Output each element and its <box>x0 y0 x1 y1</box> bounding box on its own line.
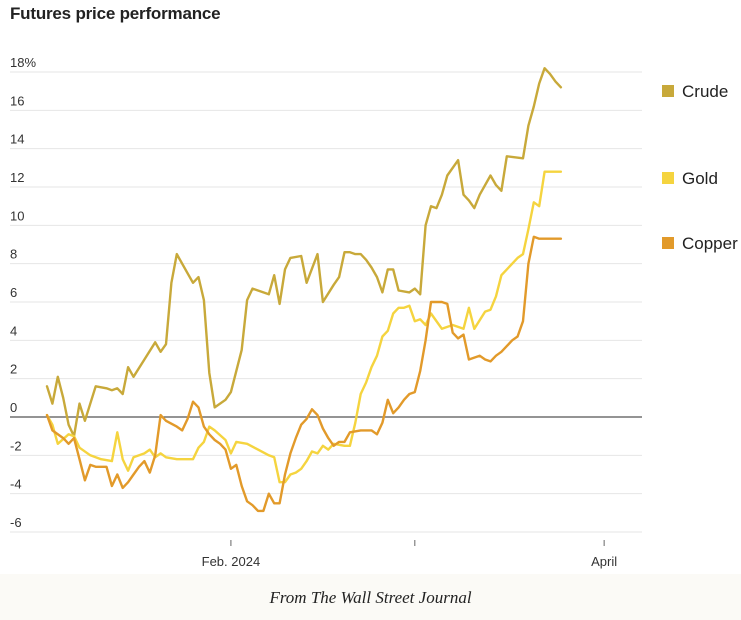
y-tick-label: -6 <box>10 515 22 530</box>
legend-swatch-gold <box>662 172 674 184</box>
y-tick-label: 18% <box>10 55 36 70</box>
legend: Crude Gold Copper <box>662 82 738 253</box>
legend-label-gold: Gold <box>682 169 718 188</box>
y-tick-label: 0 <box>10 400 17 415</box>
y-tick-label: 10 <box>10 208 24 223</box>
y-tick-label: 4 <box>10 323 17 338</box>
legend-swatch-copper <box>662 237 674 249</box>
y-axis-ticks: 18% 16 14 12 10 8 6 4 2 0 -2 -4 -6 <box>10 55 36 530</box>
y-tick-label: 16 <box>10 93 24 108</box>
legend-swatch-crude <box>662 85 674 97</box>
y-tick-label: -2 <box>10 438 22 453</box>
x-tick-label: April <box>591 554 617 569</box>
legend-label-copper: Copper <box>682 234 738 253</box>
x-tick-label: Feb. 2024 <box>202 554 261 569</box>
y-tick-label: -4 <box>10 477 22 492</box>
y-tick-label: 6 <box>10 285 17 300</box>
y-tick-label: 2 <box>10 362 17 377</box>
source-credit: From The Wall Street Journal <box>269 588 472 607</box>
y-tick-label: 12 <box>10 170 24 185</box>
gridlines <box>10 71 642 533</box>
series-line-crude <box>45 67 563 438</box>
credit-band <box>0 574 741 620</box>
y-tick-label: 14 <box>10 132 24 147</box>
series-lines <box>45 67 563 513</box>
series-line-copper <box>45 235 563 513</box>
x-axis-ticks: Feb. 2024 April <box>202 540 617 569</box>
chart-title: Futures price performance <box>10 4 221 23</box>
series-line-gold <box>45 170 563 484</box>
y-tick-label: 8 <box>10 247 17 262</box>
legend-label-crude: Crude <box>682 82 728 101</box>
